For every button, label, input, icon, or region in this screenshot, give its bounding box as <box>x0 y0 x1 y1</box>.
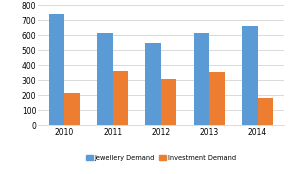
Bar <box>194 33 209 125</box>
Bar <box>209 72 225 125</box>
Legend: Jewellery Demand, Investment Demand: Jewellery Demand, Investment Demand <box>86 155 236 161</box>
Bar <box>64 93 80 125</box>
Bar <box>161 79 176 125</box>
Bar <box>113 70 128 125</box>
Bar <box>49 14 64 125</box>
Bar <box>242 26 258 125</box>
Bar <box>258 98 273 125</box>
Bar <box>97 33 113 125</box>
Bar <box>146 43 161 125</box>
